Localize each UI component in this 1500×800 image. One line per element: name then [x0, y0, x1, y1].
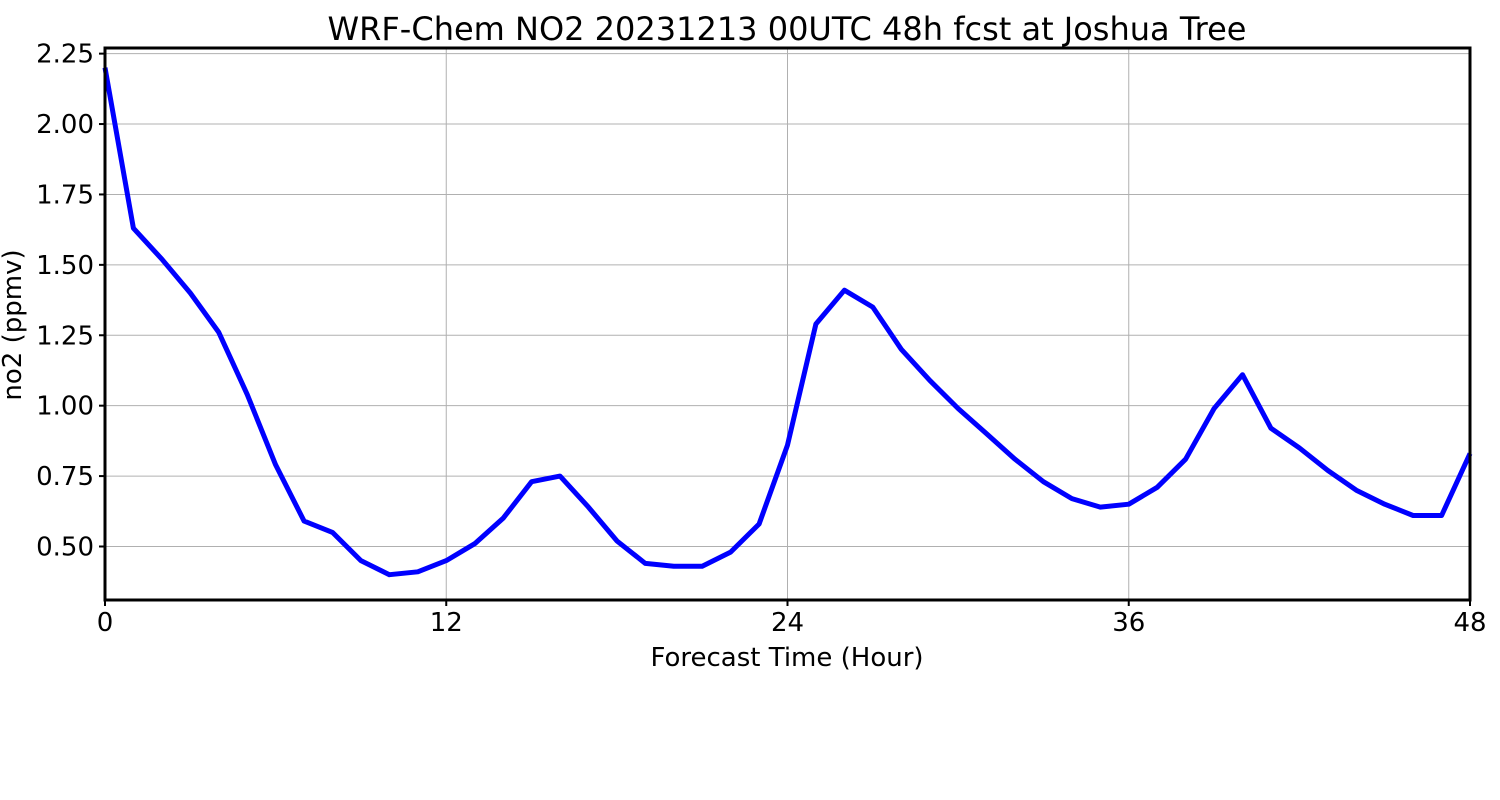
y-axis: 0.50 0.75 1.00 1.25 1.50 1.75 2.00 2.25 [36, 40, 105, 562]
series-line [102, 67, 1473, 578]
y-tick-label: 0.75 [36, 462, 94, 492]
y-tick-label: 1.75 [36, 180, 94, 210]
grid [104, 48, 1471, 600]
x-axis: 0 12 24 36 48 [97, 600, 1487, 638]
x-tick-label: 0 [97, 608, 114, 638]
y-tick-label: 1.25 [36, 321, 94, 351]
y-tick-label: 2.00 [36, 110, 94, 140]
x-tick-label: 12 [430, 608, 463, 638]
x-tick-label: 24 [771, 608, 804, 638]
chart-title: WRF-Chem NO2 20231213 00UTC 48h fcst at … [328, 10, 1247, 48]
series-line-group [102, 67, 1473, 578]
y-tick-label: 0.50 [36, 532, 94, 562]
x-tick-label: 36 [1112, 608, 1145, 638]
y-axis-label: no2 (ppmv) [0, 249, 28, 400]
x-tick-label: 48 [1453, 608, 1486, 638]
x-axis-label: Forecast Time (Hour) [650, 643, 923, 673]
y-tick-label: 2.25 [36, 40, 94, 70]
y-tick-label: 1.00 [36, 392, 94, 422]
y-tick-label: 1.50 [36, 251, 94, 281]
